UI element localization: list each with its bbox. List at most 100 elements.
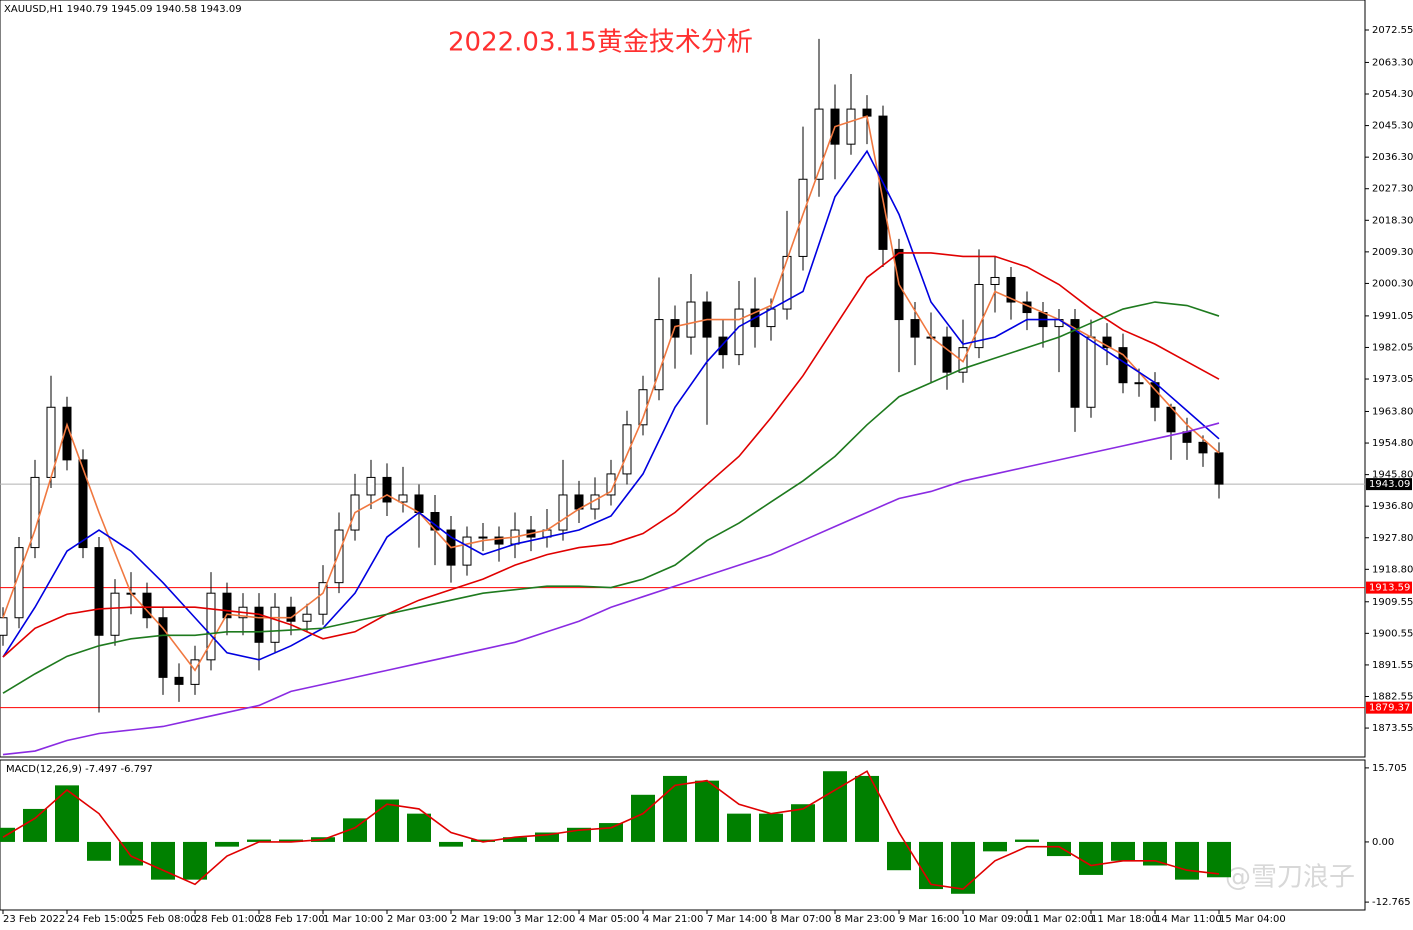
candle-body <box>766 308 776 328</box>
y-tick-label: 2036.30 <box>1372 152 1413 163</box>
x-tick-label: 24 Feb 15:00 <box>67 914 133 925</box>
candle-body <box>286 606 296 622</box>
x-tick-label: 25 Feb 08:00 <box>131 914 197 925</box>
candle-body <box>190 659 200 685</box>
y-tick-label: 1973.05 <box>1372 374 1413 385</box>
macd-bar <box>375 799 399 842</box>
moving-average <box>2 115 1220 672</box>
y-tick-label: 15.705 <box>1372 763 1407 774</box>
macd-bar <box>471 839 495 842</box>
candle-body <box>622 424 632 475</box>
candle-body <box>366 476 376 496</box>
y-tick-label: -12.765 <box>1372 897 1411 908</box>
y-tick-label: 2063.30 <box>1372 57 1413 68</box>
macd-bar <box>183 841 207 880</box>
moving-average <box>2 149 1220 661</box>
x-tick-label: 14 Mar 11:00 <box>1155 914 1222 925</box>
y-tick-label: 1891.55 <box>1372 660 1413 671</box>
last-price-tag <box>1366 478 1412 491</box>
x-tick-label: 10 Mar 09:00 <box>963 914 1030 925</box>
candle-body <box>1070 319 1080 408</box>
candle-body <box>942 336 952 373</box>
x-tick-label: 15 Mar 04:00 <box>1219 914 1286 925</box>
candle-body <box>734 308 744 356</box>
candle-body <box>974 283 984 349</box>
macd-bar <box>1175 841 1199 880</box>
candle-body <box>30 476 40 549</box>
moving-average <box>2 301 1220 694</box>
y-tick-label: 2018.30 <box>1372 215 1413 226</box>
x-tick-label: 11 Mar 18:00 <box>1091 914 1158 925</box>
macd-bar <box>1111 841 1135 861</box>
macd-bar <box>727 813 751 842</box>
candle-body <box>94 547 104 636</box>
x-tick-label: 7 Mar 14:00 <box>707 914 767 925</box>
macd-bar <box>1015 839 1039 842</box>
macd-bar <box>951 841 975 894</box>
macd-frame <box>0 759 1366 911</box>
candle-body <box>254 606 264 643</box>
macd-bar <box>23 808 47 842</box>
y-tick-label: 1918.80 <box>1372 564 1413 575</box>
y-tick-label: 1900.55 <box>1372 628 1413 639</box>
watermark: @雪刀浪子 <box>1225 863 1355 893</box>
macd-bar <box>599 823 623 842</box>
x-tick-label: 28 Feb 17:00 <box>259 914 325 925</box>
candle-body <box>1134 382 1144 385</box>
x-tick-label: 1 Mar 10:00 <box>323 914 383 925</box>
y-tick-label: 1982.05 <box>1372 342 1413 353</box>
candle-body <box>910 319 920 338</box>
candle-body <box>1182 431 1192 443</box>
candle-body <box>1198 441 1208 454</box>
macd-bar <box>1047 841 1071 857</box>
macd-bar <box>695 780 719 842</box>
macd-bar <box>983 841 1007 852</box>
y-tick-label: 2027.30 <box>1372 184 1413 195</box>
main-frame <box>0 0 1366 758</box>
candle-body <box>382 476 392 503</box>
y-tick-label: 1945.80 <box>1372 470 1413 481</box>
candle-body <box>1102 336 1112 349</box>
candle-body <box>318 582 328 615</box>
candle-body <box>782 255 792 310</box>
macd-bar <box>503 837 527 842</box>
level-label: 1913.59 <box>1369 583 1410 594</box>
candle-body <box>686 301 696 338</box>
level-tag <box>1366 701 1412 714</box>
candle-body <box>158 617 168 678</box>
candle-body <box>558 494 568 531</box>
y-tick-label: 1963.80 <box>1372 406 1413 417</box>
y-tick-label: 2000.30 <box>1372 278 1413 289</box>
x-tick-label: 23 Feb 2022 <box>3 914 65 925</box>
chart-title: 2022.03.15黄金技术分析 <box>448 28 753 58</box>
macd-bar <box>535 832 559 842</box>
y-tick-label: 1936.80 <box>1372 501 1413 512</box>
macd-bar <box>407 813 431 842</box>
y-tick-label: 2054.30 <box>1372 89 1413 100</box>
y-tick-label: 1991.05 <box>1372 311 1413 322</box>
candle-body <box>174 676 184 685</box>
macd-bar <box>919 841 943 890</box>
x-tick-label: 2 Mar 19:00 <box>451 914 511 925</box>
x-tick-label: 4 Mar 21:00 <box>643 914 703 925</box>
candle-body <box>302 613 312 622</box>
x-tick-label: 8 Mar 07:00 <box>771 914 831 925</box>
x-tick-label: 28 Feb 01:00 <box>195 914 261 925</box>
macd-bar <box>1207 841 1231 878</box>
y-tick-label: 1909.55 <box>1372 597 1413 608</box>
candle-body <box>462 536 472 566</box>
macd-bar <box>87 841 111 861</box>
macd-bar <box>215 841 239 847</box>
candle-body <box>990 276 1000 285</box>
candle-body <box>478 536 488 539</box>
candle-body <box>222 592 232 619</box>
candle-body <box>1214 452 1224 485</box>
y-tick-label: 1873.55 <box>1372 723 1413 734</box>
macd-bar <box>759 813 783 842</box>
candle-body <box>110 592 120 636</box>
x-tick-label: 9 Mar 16:00 <box>899 914 959 925</box>
macd-bar <box>279 839 303 842</box>
candle-body <box>206 592 216 661</box>
candle-body <box>270 606 280 643</box>
